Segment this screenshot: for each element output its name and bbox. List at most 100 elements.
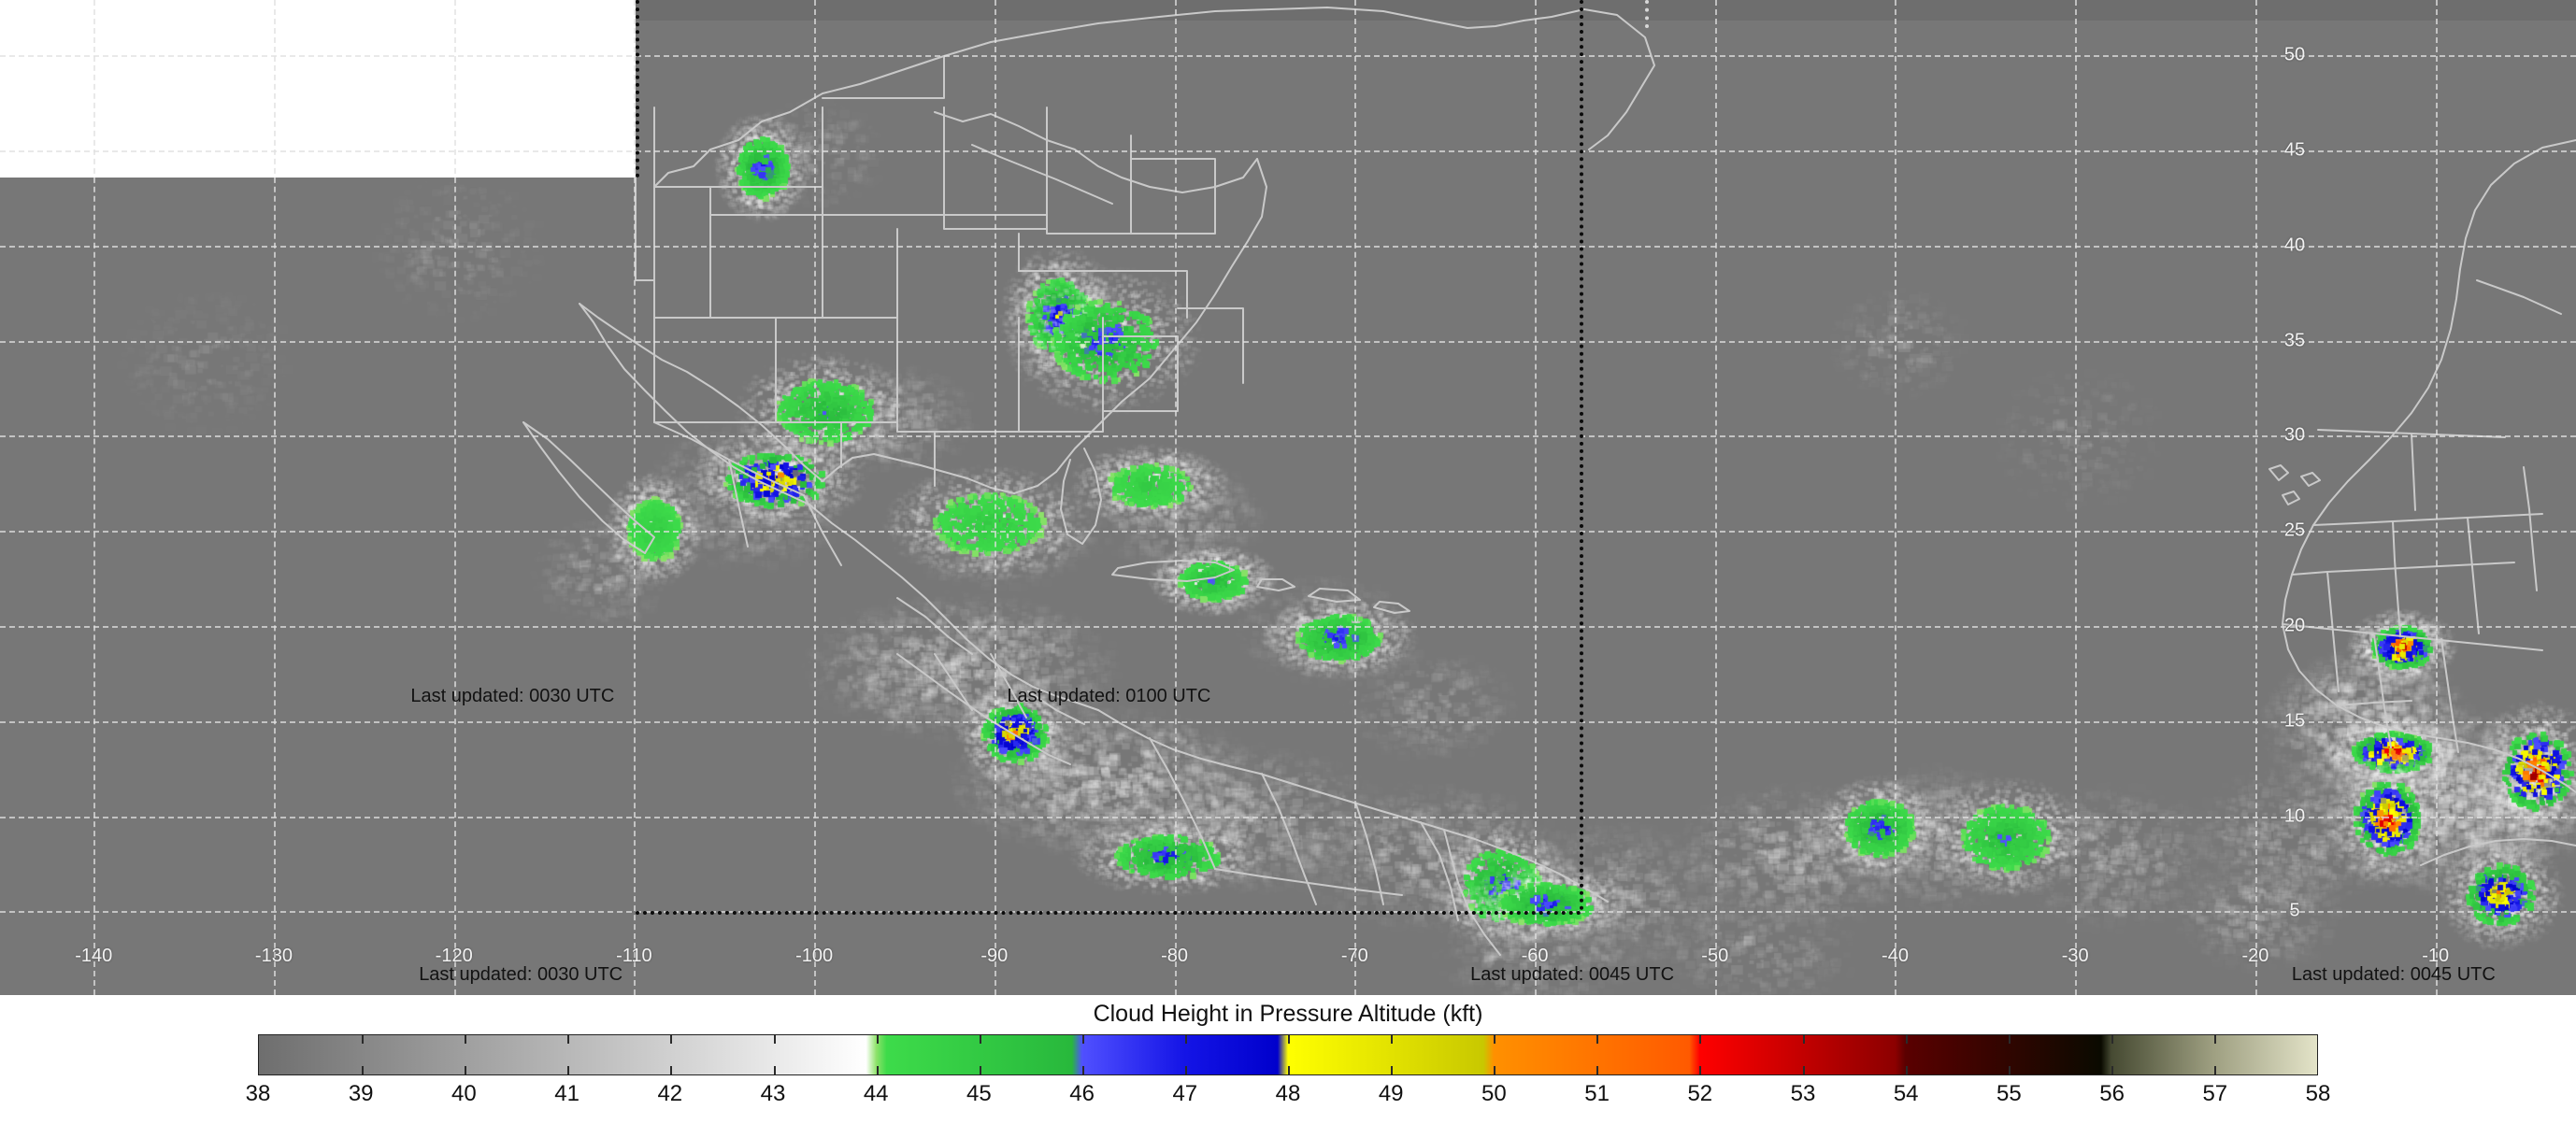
colorbar-tick [2317, 1035, 2318, 1044]
colorbar-tick [773, 1066, 776, 1074]
colorbar-tick [1905, 1066, 1908, 1074]
lat-tick-label: 35 [2283, 330, 2306, 350]
colorbar-tick [2111, 1066, 2113, 1074]
lat-tick-label: 15 [2283, 710, 2306, 732]
colorbar-tick [876, 1035, 879, 1044]
colorbar-tick [2213, 1066, 2216, 1074]
lon-tick-label: -70 [1340, 946, 1368, 966]
colorbar-tick [2213, 1035, 2216, 1044]
colorbar-label: 38 [245, 1081, 271, 1106]
sector-divider-light [1645, 0, 1649, 28]
colorbar-tick [2008, 1066, 2011, 1074]
colorbar-label: 42 [657, 1081, 683, 1106]
colorbar-label: 57 [2202, 1081, 2228, 1106]
lon-tick-label: -100 [795, 946, 834, 966]
colorbar-tick [876, 1066, 879, 1074]
colorbar-tick [1288, 1035, 1290, 1044]
sector-boundary-south [636, 911, 1581, 915]
colorbar-label: 40 [451, 1081, 477, 1106]
colorbar-tick [2008, 1035, 2011, 1044]
colorbar-label: 41 [554, 1081, 580, 1106]
lon-tick-label: -10 [2422, 946, 2450, 966]
colorbar-tick [1391, 1066, 1394, 1074]
last-updated-stamp: Last updated: 0100 UTC [1007, 686, 1211, 707]
sector-boundary-goes-east [1580, 0, 1583, 911]
last-updated-stamp: Last updated: 0045 UTC [1470, 963, 1675, 985]
colorbar-tick [2111, 1035, 2113, 1044]
lon-tick-label: -20 [2241, 946, 2269, 966]
colorbar-label: 55 [1996, 1081, 2022, 1106]
colorbar-label: 49 [1378, 1081, 1404, 1106]
colorbar-tick [1699, 1066, 1702, 1074]
colorbar-tick [1288, 1066, 1290, 1074]
colorbar-tick [1699, 1035, 1702, 1044]
lon-tick-label: -140 [75, 946, 113, 966]
lat-tick-label: 25 [2283, 519, 2306, 541]
lon-tick-label: -30 [2061, 946, 2089, 966]
colorbar-label: 58 [2305, 1081, 2331, 1106]
colorbar-tick [1391, 1035, 1394, 1044]
colorbar-tick [465, 1035, 467, 1044]
lon-tick-label: -130 [254, 946, 293, 966]
colorbar-label: 43 [760, 1081, 786, 1106]
colorbar-label: 44 [863, 1081, 889, 1106]
colorbar-label: 39 [348, 1081, 374, 1106]
lat-tick-label: 5 [2289, 900, 2300, 921]
lon-tick-label: -50 [1701, 946, 1729, 966]
colorbar-tick [362, 1066, 365, 1074]
last-updated-stamp: Last updated: 0030 UTC [419, 963, 623, 985]
colorbar-label: 51 [1584, 1081, 1610, 1106]
colorbar-label: 56 [2099, 1081, 2125, 1106]
colorbar-tick-labels: 38 39 40 41 42 43 44 45 46 47 48 49 50 51 52 53 54 55 56 57… [246, 1081, 2331, 1113]
colorbar-tick [1802, 1035, 1805, 1044]
lon-tick-label: -80 [1161, 946, 1189, 966]
sector-boundary-west [636, 0, 639, 178]
colorbar-tick [1802, 1066, 1805, 1074]
lat-tick-label: 50 [2283, 44, 2306, 65]
lat-tick-label: 30 [2283, 424, 2306, 446]
colorbar-tick [670, 1035, 673, 1044]
colorbar-label: 50 [1481, 1081, 1507, 1106]
colorbar-tick [773, 1035, 776, 1044]
lon-tick-label: -120 [435, 946, 473, 966]
colorbar-label: 52 [1687, 1081, 1713, 1106]
colorbar-tick [1081, 1066, 1084, 1074]
political-subdivisions [635, 55, 2562, 921]
colorbar-label: 48 [1275, 1081, 1301, 1106]
colorbar-label: 53 [1790, 1081, 1816, 1106]
colorbar-tick [1596, 1035, 1599, 1044]
colorbar-tick [1184, 1035, 1187, 1044]
colorbar-tick [2317, 1066, 2318, 1074]
colorbar-area: Cloud Height in Pressure Altitude (kft) … [0, 995, 2576, 1124]
colorbar-tick [1081, 1035, 1084, 1044]
colorbar-tick [670, 1066, 673, 1074]
colorbar-label: 45 [966, 1081, 992, 1106]
colorbar-title: Cloud Height in Pressure Altitude (kft) [1093, 1001, 1483, 1027]
colorbar-tick [465, 1066, 467, 1074]
colorbar-tick [1596, 1066, 1599, 1074]
geopolitical-boundaries [522, 7, 2576, 956]
colorbar-tick [1494, 1035, 1496, 1044]
colorbar [258, 1034, 2318, 1075]
colorbar-label: 46 [1069, 1081, 1095, 1106]
lon-tick-label: -90 [980, 946, 1009, 966]
lon-tick-label: -110 [616, 946, 652, 966]
colorbar-tick [1905, 1035, 1908, 1044]
colorbar-tick [979, 1035, 981, 1044]
colorbar-tick [567, 1035, 570, 1044]
colorbar-tick [1184, 1066, 1187, 1074]
lat-tick-label: 45 [2283, 139, 2306, 161]
colorbar-label: 47 [1172, 1081, 1198, 1106]
colorbar-tick [362, 1035, 365, 1044]
satellite-map-panel: 50 45 40 35 30 25 20 15 10 5 -140 -130 -120 -110 -100 -… [0, 0, 2576, 995]
colorbar-tick [979, 1066, 981, 1074]
colorbar-tick [567, 1066, 570, 1074]
lat-tick-label: 40 [2283, 235, 2306, 256]
lon-tick-label: -40 [1882, 946, 1909, 966]
colorbar-label: 54 [1893, 1081, 1919, 1106]
lat-tick-label: 10 [2283, 805, 2306, 827]
lon-tick-label: -60 [1521, 946, 1549, 966]
lat-tick-label: 20 [2283, 615, 2306, 636]
last-updated-stamp: Last updated: 0045 UTC [2291, 963, 2496, 985]
colorbar-tick [1494, 1066, 1496, 1074]
